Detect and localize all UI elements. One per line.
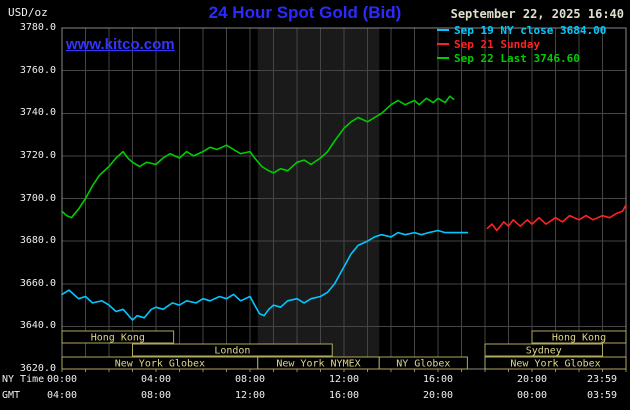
x-tick-label-gmt: 16:00	[328, 390, 360, 401]
y-tick-label: 3700.0	[19, 192, 56, 204]
session-box	[378, 356, 468, 370]
x-tick-label-gmt: 00:00	[516, 390, 548, 401]
x-tick-label-gmt: 04:00	[46, 390, 78, 401]
legend: Sep 19 NY close 3684.00 Sep 21 Sunday Sep …	[437, 23, 606, 65]
x-tick-label-gmt: 03:59	[586, 390, 618, 401]
y-axis-units: USD/oz	[8, 6, 48, 19]
x-tick-label-ny: 16:00	[422, 374, 454, 385]
session-box	[61, 330, 175, 344]
chart-datetime: September 22, 2025 16:40	[450, 7, 624, 21]
x-tick-label-gmt: 20:00	[422, 390, 454, 401]
y-tick-label: 3660.0	[19, 277, 56, 289]
gmt-row-label: GMT	[2, 390, 21, 401]
x-tick-label-ny: 12:00	[328, 374, 360, 385]
legend-item-sep21: Sep 21 Sunday	[437, 37, 606, 51]
y-tick-label: 3720.0	[19, 149, 56, 161]
x-tick-label-ny: 08:00	[234, 374, 266, 385]
series-line-sep22	[61, 95, 455, 219]
legend-item-sep22: Sep 22 Last 3746.60	[437, 51, 606, 65]
session-box	[484, 343, 603, 357]
session-label: Hong Kong	[91, 333, 145, 344]
y-tick-label: 3620.0	[19, 363, 56, 374]
y-tick-label: 3680.0	[19, 235, 56, 247]
y-tick-label: 3740.0	[19, 107, 56, 119]
session-box	[531, 330, 627, 344]
x-tick-label-ny: 23:59	[586, 374, 618, 385]
session-label: Hong Kong	[552, 333, 606, 344]
legend-swatch-sep21	[437, 43, 449, 45]
legend-item-sep19: Sep 19 NY close 3684.00	[437, 23, 606, 37]
x-tick-label-ny: 00:00	[46, 374, 78, 385]
session-box	[484, 356, 627, 370]
kitco-watermark-link[interactable]: www.kitco.com	[66, 36, 175, 53]
legend-swatch-sep19	[437, 29, 449, 31]
session-label: New York NYMEX	[276, 359, 360, 370]
y-tick-label: 3780.0	[19, 22, 56, 33]
chart-title: 24 Hour Spot Gold (Bid)	[208, 3, 402, 22]
session-label: Sydney	[526, 346, 562, 357]
legend-label: Sep 19 NY close 3684.00	[454, 23, 607, 37]
series-line-sep21	[486, 204, 627, 232]
x-tick-label-gmt: 08:00	[140, 390, 172, 401]
session-label: New York Globex	[510, 359, 600, 370]
y-tick-label: 3640.0	[19, 320, 56, 332]
session-label: NY Globex	[396, 359, 450, 370]
x-tick-label-ny: 04:00	[140, 374, 172, 385]
legend-label: Sep 21 Sunday	[454, 37, 541, 51]
series-line-sep19	[61, 229, 469, 321]
session-label: London	[214, 346, 250, 357]
legend-swatch-sep22	[437, 57, 449, 59]
ny-time-row-label: NY Time	[2, 374, 45, 385]
x-tick-label-gmt: 12:00	[234, 390, 266, 401]
x-tick-label-ny: 20:00	[516, 374, 548, 385]
legend-label: Sep 22 Last 3746.60	[454, 51, 580, 65]
session-box	[132, 343, 333, 357]
y-tick-label: 3760.0	[19, 64, 56, 76]
session-label: New York Globex	[115, 359, 205, 370]
